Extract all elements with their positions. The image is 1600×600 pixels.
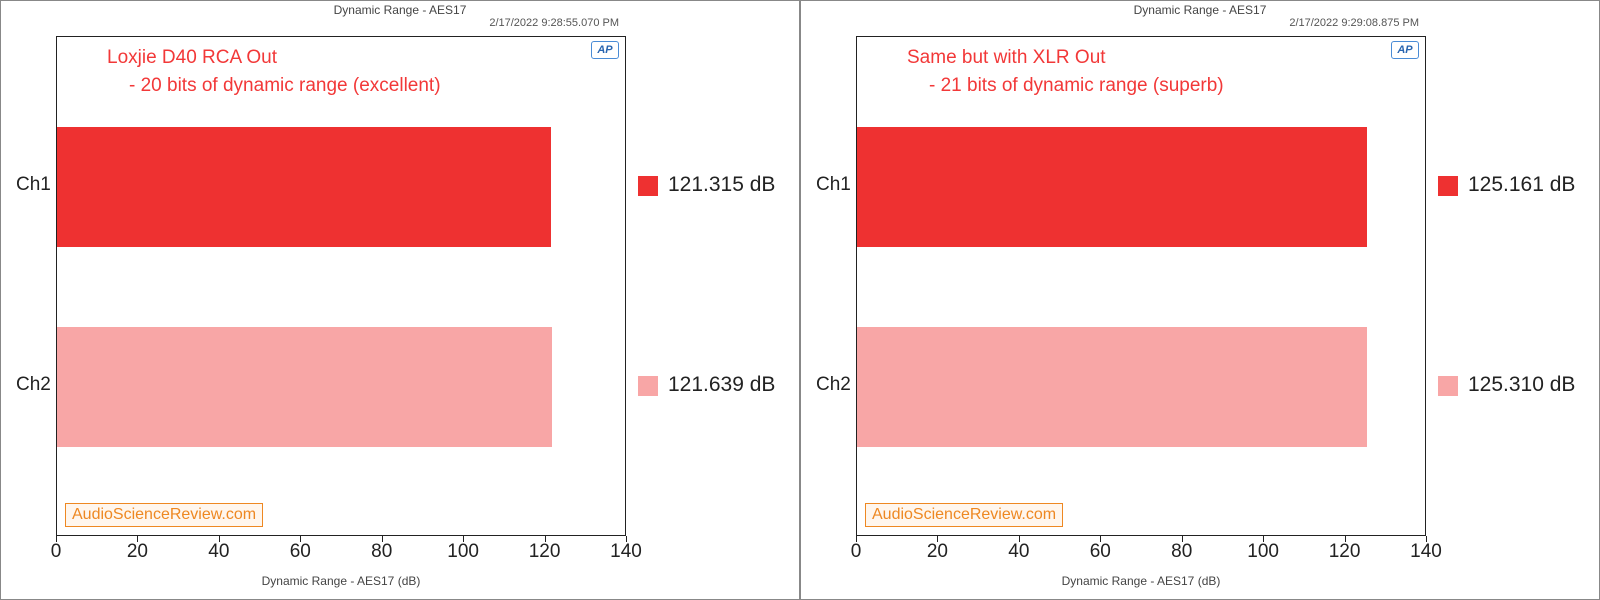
plot-area: AP Loxjie D40 RCA Out - 20 bits of dynamic… bbox=[56, 36, 626, 536]
annotation-line1: Loxjie D40 RCA Out bbox=[107, 47, 277, 69]
watermark: AudioScienceReview.com bbox=[865, 503, 1063, 527]
chart-container: Dynamic Range - AES17 2/17/2022 9:28:55.0… bbox=[0, 0, 1600, 600]
x-axis-label: Dynamic Range - AES17 (dB) bbox=[856, 574, 1426, 588]
panel-title: Dynamic Range - AES17 bbox=[1134, 3, 1267, 17]
timestamp: 2/17/2022 9:29:08.875 PM bbox=[1289, 17, 1419, 29]
y-axis-label-ch2: Ch2 bbox=[816, 374, 851, 396]
annotation-line2: - 21 bits of dynamic range (superb) bbox=[929, 75, 1224, 97]
chart-panel-0: Dynamic Range - AES17 2/17/2022 9:28:55.0… bbox=[0, 0, 800, 600]
x-tick-label: 100 bbox=[1247, 541, 1279, 563]
annotation-line2: - 20 bits of dynamic range (excellent) bbox=[129, 75, 441, 97]
y-axis-label-ch1: Ch1 bbox=[816, 174, 851, 196]
annotation-line1: Same but with XLR Out bbox=[907, 47, 1106, 69]
x-tick-label: 80 bbox=[1171, 541, 1192, 563]
bar-ch1 bbox=[57, 127, 551, 247]
x-tick-label: 60 bbox=[290, 541, 311, 563]
watermark: AudioScienceReview.com bbox=[65, 503, 263, 527]
legend-value-ch1: 125.161 dB bbox=[1468, 173, 1575, 197]
x-axis-label: Dynamic Range - AES17 (dB) bbox=[56, 574, 626, 588]
chart-panel-1: Dynamic Range - AES17 2/17/2022 9:29:08.8… bbox=[800, 0, 1600, 600]
x-tick-label: 120 bbox=[1329, 541, 1361, 563]
plot-area: AP Same but with XLR Out - 21 bits of dyna… bbox=[856, 36, 1426, 536]
x-tick-label: 20 bbox=[927, 541, 948, 563]
bar-ch2 bbox=[57, 327, 552, 447]
x-tick-label: 140 bbox=[610, 541, 642, 563]
y-axis-label-ch1: Ch1 bbox=[16, 174, 51, 196]
ap-logo: AP bbox=[1391, 41, 1419, 59]
x-tick-label: 40 bbox=[1008, 541, 1029, 563]
legend-value-ch2: 121.639 dB bbox=[668, 373, 775, 397]
legend-swatch-ch2 bbox=[1438, 376, 1458, 396]
legend-swatch-ch2 bbox=[638, 376, 658, 396]
y-axis-label-ch2: Ch2 bbox=[16, 374, 51, 396]
x-tick-label: 120 bbox=[529, 541, 561, 563]
legend-swatch-ch1 bbox=[1438, 176, 1458, 196]
x-tick-label: 60 bbox=[1090, 541, 1111, 563]
x-tick-label: 100 bbox=[447, 541, 479, 563]
x-tick-label: 40 bbox=[208, 541, 229, 563]
bar-ch1 bbox=[857, 127, 1367, 247]
x-tick-label: 140 bbox=[1410, 541, 1442, 563]
timestamp: 2/17/2022 9:28:55.070 PM bbox=[489, 17, 619, 29]
x-tick-label: 20 bbox=[127, 541, 148, 563]
bar-ch2 bbox=[857, 327, 1367, 447]
ap-logo: AP bbox=[591, 41, 619, 59]
legend-swatch-ch1 bbox=[638, 176, 658, 196]
legend-value-ch1: 121.315 dB bbox=[668, 173, 775, 197]
x-tick-label: 0 bbox=[851, 541, 862, 563]
legend-value-ch2: 125.310 dB bbox=[1468, 373, 1575, 397]
panel-title: Dynamic Range - AES17 bbox=[334, 3, 467, 17]
x-tick-label: 0 bbox=[51, 541, 62, 563]
x-tick-label: 80 bbox=[371, 541, 392, 563]
